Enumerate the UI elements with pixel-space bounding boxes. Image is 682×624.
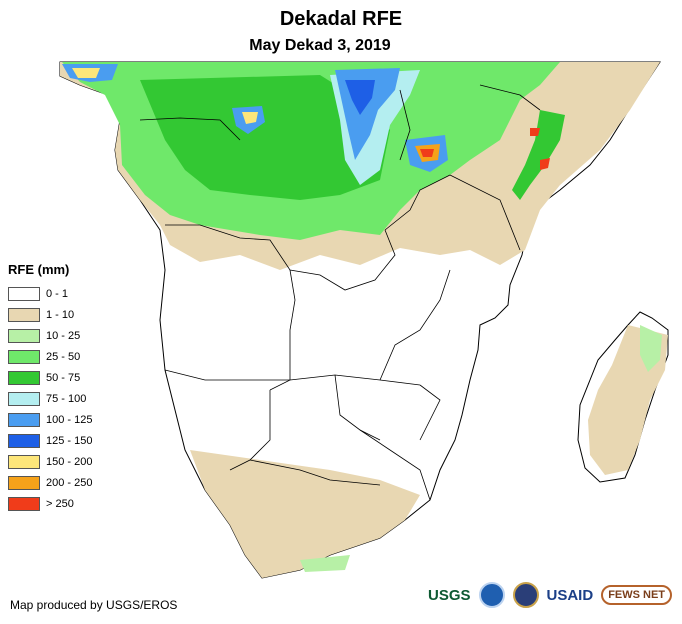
state-seal-icon (512, 582, 539, 608)
legend-title: RFE (mm) (8, 262, 70, 277)
legend-label: 1 - 10 (46, 308, 75, 321)
legend-label: 10 - 25 (46, 329, 81, 342)
legend-item: 25 - 50 (8, 346, 92, 367)
legend-item: > 250 (8, 493, 92, 514)
legend: RFE (mm) 0 - 1 1 - 10 10 - 25 25 - 50 50 - 7… (8, 262, 92, 514)
legend-label: 75 - 100 (46, 392, 87, 405)
legend-swatch (8, 454, 40, 469)
rain-1-10-south (190, 450, 420, 578)
legend-item: 1 - 10 (8, 304, 92, 325)
rain-50-75-zone (140, 75, 390, 200)
usaid-logo: USAID (546, 586, 594, 604)
legend-swatch (8, 433, 40, 448)
country-borders (139, 84, 541, 501)
rain-150-200-nw (72, 68, 100, 78)
logo-bar: USGS USAID FEWS NET (428, 582, 673, 608)
legend-label: 125 - 150 (46, 434, 93, 447)
rain-over-250-victoria (420, 149, 434, 157)
legend-label: > 250 (46, 497, 74, 510)
legend-label: 150 - 200 (46, 455, 93, 468)
legend-swatch (8, 496, 40, 511)
rain-coast-east (512, 110, 565, 200)
legend-item: 200 - 250 (8, 472, 92, 493)
legend-item: 100 - 125 (8, 409, 92, 430)
legend-swatch (8, 370, 40, 385)
legend-label: 50 - 75 (46, 371, 81, 384)
legend-item: 10 - 25 (8, 325, 92, 346)
legend-swatch (8, 328, 40, 343)
rain-10-25-cape (300, 555, 350, 572)
map-title: Dekadal RFE (279, 8, 403, 30)
legend-items: 0 - 1 1 - 10 10 - 25 25 - 50 50 - 75 75 - 100… (8, 283, 92, 514)
map-subtitle: May Dekad 3, 2019 (249, 37, 391, 54)
legend-swatch (8, 475, 40, 490)
legend-item: 75 - 100 (8, 388, 92, 409)
legend-item: 150 - 200 (8, 451, 92, 472)
legend-label: 0 - 1 (46, 287, 69, 300)
legend-label: 200 - 250 (46, 476, 93, 489)
legend-swatch (8, 412, 40, 427)
rain-over-250-kenya (530, 128, 540, 136)
legend-item: 0 - 1 (8, 283, 92, 304)
legend-swatch (8, 307, 40, 322)
rain-10-25-madagascar (640, 325, 662, 372)
usgs-logo: USGS (428, 586, 471, 604)
legend-item: 125 - 150 (8, 430, 92, 451)
rain-125-150-zone (345, 80, 375, 115)
legend-swatch (8, 391, 40, 406)
legend-label: 25 - 50 (46, 350, 81, 363)
legend-swatch (8, 286, 40, 301)
legend-label: 100 - 125 (46, 413, 93, 426)
rainfall-map (59, 61, 669, 579)
fews-net-logo: FEWS NET (601, 585, 673, 605)
rain-over-250-coast (540, 158, 550, 170)
noaa-logo-icon (478, 582, 505, 608)
legend-item: 50 - 75 (8, 367, 92, 388)
legend-swatch (8, 349, 40, 364)
credit-text: Map produced by USGS/EROS (10, 598, 178, 612)
rain-150-200-kivu (242, 112, 258, 124)
